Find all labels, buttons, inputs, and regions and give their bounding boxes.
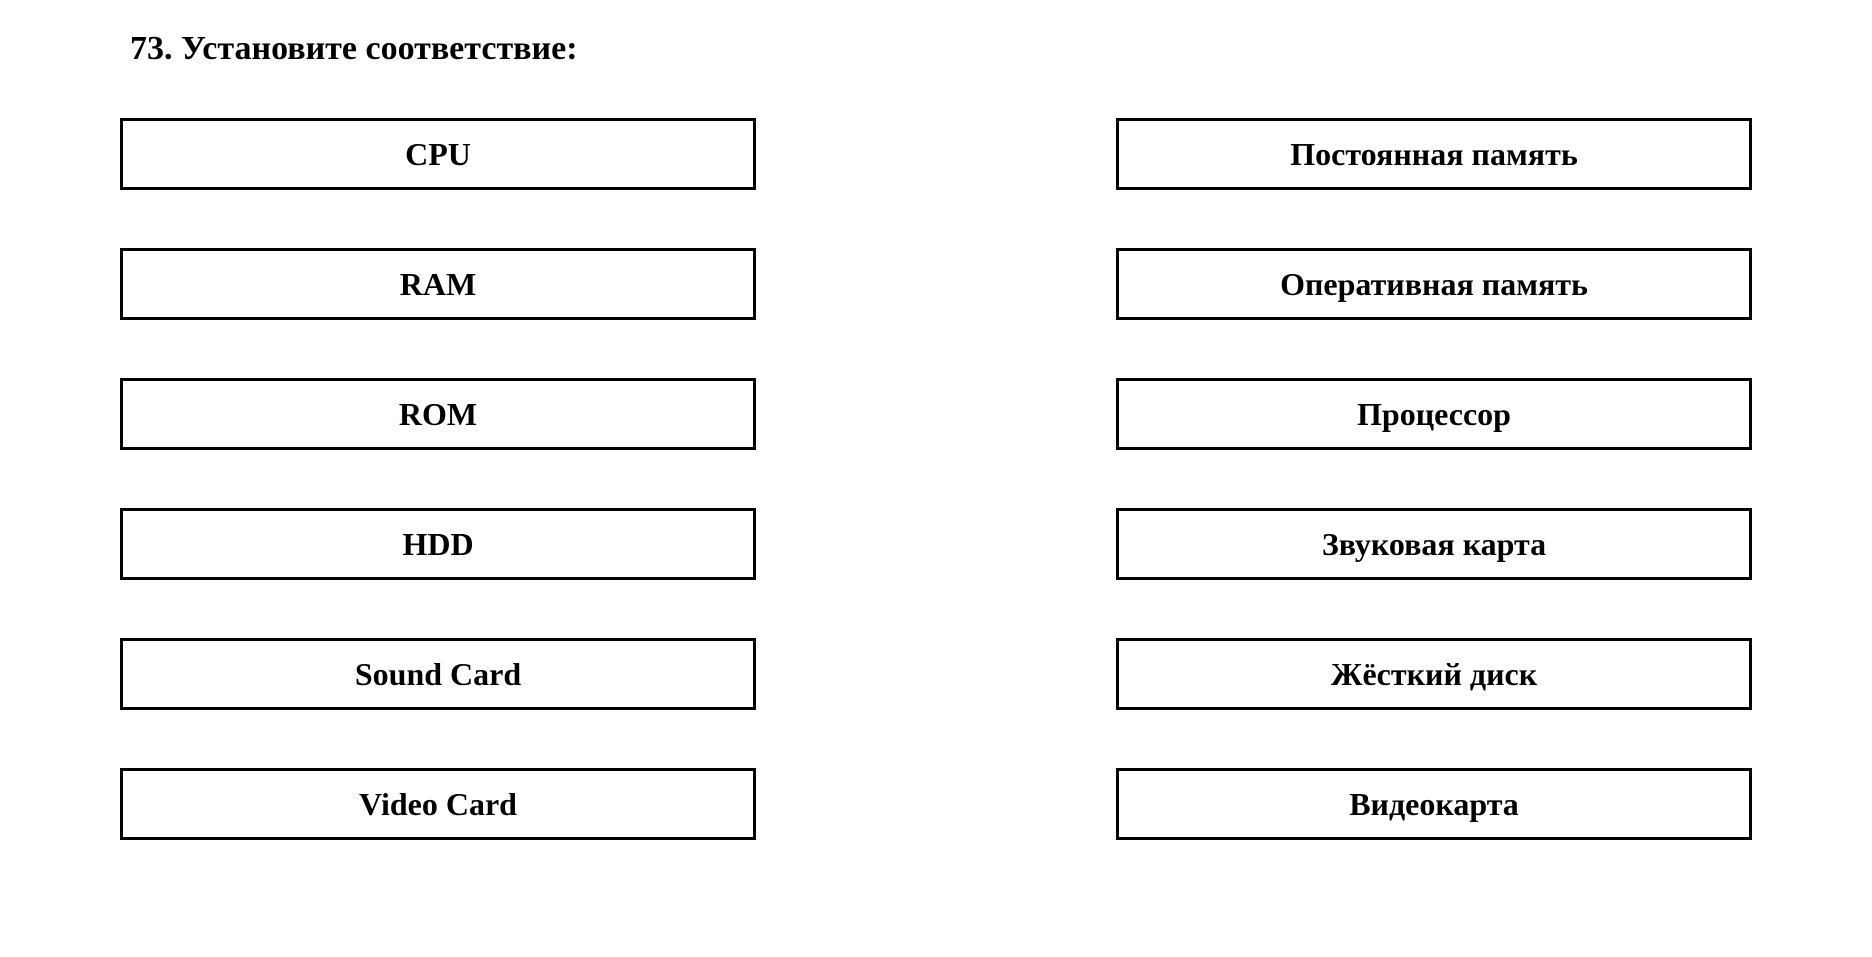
- left-item-label: CPU: [405, 136, 471, 173]
- question-header: 73. Установите соответствие:: [130, 30, 1752, 68]
- right-item[interactable]: Постоянная память: [1116, 118, 1752, 190]
- left-item[interactable]: Video Card: [120, 768, 756, 840]
- right-item[interactable]: Звуковая карта: [1116, 508, 1752, 580]
- right-item-label: Жёсткий диск: [1331, 656, 1537, 693]
- right-item[interactable]: Видеокарта: [1116, 768, 1752, 840]
- left-item-label: ROM: [399, 396, 477, 433]
- left-item[interactable]: RAM: [120, 248, 756, 320]
- right-item[interactable]: Процессор: [1116, 378, 1752, 450]
- right-column: Постоянная память Оперативная память Про…: [1116, 118, 1752, 840]
- question-number: 73.: [130, 30, 173, 67]
- right-item[interactable]: Жёсткий диск: [1116, 638, 1752, 710]
- left-item[interactable]: CPU: [120, 118, 756, 190]
- right-item-label: Постоянная память: [1290, 136, 1577, 173]
- right-item-label: Процессор: [1357, 396, 1511, 433]
- left-item-label: Sound Card: [355, 656, 521, 693]
- matching-columns: CPU RAM ROM HDD Sound Card Video Card По…: [120, 118, 1752, 840]
- right-item[interactable]: Оперативная память: [1116, 248, 1752, 320]
- right-item-label: Видеокарта: [1349, 786, 1519, 823]
- left-item[interactable]: ROM: [120, 378, 756, 450]
- left-item-label: Video Card: [359, 786, 517, 823]
- question-title: Установите соответствие:: [181, 30, 578, 67]
- right-item-label: Звуковая карта: [1322, 526, 1546, 563]
- right-item-label: Оперативная память: [1280, 266, 1588, 303]
- left-item-label: RAM: [400, 266, 476, 303]
- left-column: CPU RAM ROM HDD Sound Card Video Card: [120, 118, 756, 840]
- left-item[interactable]: Sound Card: [120, 638, 756, 710]
- left-item-label: HDD: [402, 526, 473, 563]
- left-item[interactable]: HDD: [120, 508, 756, 580]
